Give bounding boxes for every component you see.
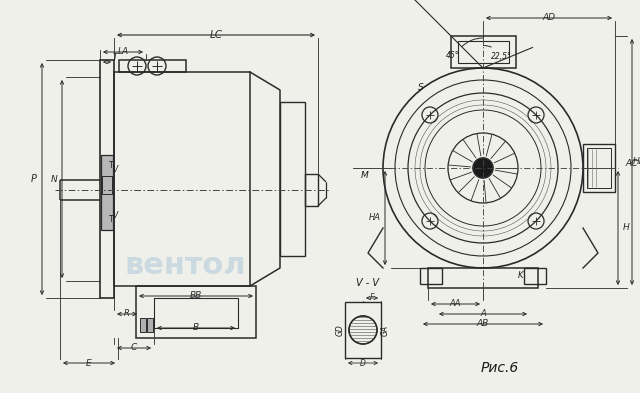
Bar: [345, 302, 381, 358]
Bar: [102, 176, 112, 194]
Bar: [140, 318, 146, 332]
Bar: [583, 144, 615, 192]
Text: V - V: V - V: [356, 278, 380, 288]
Bar: [305, 174, 318, 206]
Bar: [100, 60, 114, 298]
Bar: [114, 72, 250, 286]
Text: HD: HD: [633, 158, 640, 167]
Text: A: A: [480, 310, 486, 318]
Bar: [119, 60, 186, 72]
Bar: [136, 286, 256, 338]
Text: Рис.6: Рис.6: [481, 361, 519, 375]
Text: T: T: [113, 53, 117, 62]
Bar: [587, 148, 611, 188]
Text: H: H: [623, 224, 629, 233]
Text: GD: GD: [335, 324, 344, 336]
Bar: [428, 268, 538, 288]
Text: C: C: [131, 343, 137, 353]
Text: вентол: вентол: [124, 250, 246, 279]
Bar: [101, 155, 113, 230]
Text: V: V: [113, 211, 118, 220]
Text: AC: AC: [625, 158, 637, 167]
Text: AB: AB: [477, 320, 489, 329]
Text: K: K: [518, 272, 524, 281]
Text: R: R: [124, 310, 130, 318]
Text: HA: HA: [369, 213, 381, 222]
Text: N: N: [51, 174, 58, 184]
Text: AD: AD: [543, 13, 556, 22]
Bar: [280, 102, 305, 256]
Text: AA: AA: [450, 299, 461, 309]
Text: E: E: [86, 358, 92, 367]
Bar: [458, 41, 509, 63]
Text: S: S: [418, 83, 424, 92]
Text: T: T: [109, 160, 113, 169]
Text: F: F: [370, 294, 374, 303]
Circle shape: [473, 158, 493, 178]
Text: BB: BB: [190, 292, 202, 301]
Text: T: T: [109, 215, 113, 224]
Text: GA: GA: [381, 325, 390, 336]
Text: B: B: [193, 323, 199, 332]
Text: LC: LC: [209, 30, 223, 40]
Text: 45°: 45°: [446, 51, 460, 61]
Bar: [420, 268, 442, 284]
Text: LA: LA: [117, 48, 129, 57]
Text: M: M: [361, 171, 369, 180]
Bar: [154, 298, 238, 328]
Bar: [524, 268, 546, 284]
Text: 22,5°: 22,5°: [491, 51, 511, 61]
Bar: [147, 318, 153, 332]
Text: D: D: [360, 358, 366, 367]
Text: V: V: [113, 165, 118, 173]
Bar: [451, 36, 516, 68]
Text: P: P: [31, 174, 37, 184]
